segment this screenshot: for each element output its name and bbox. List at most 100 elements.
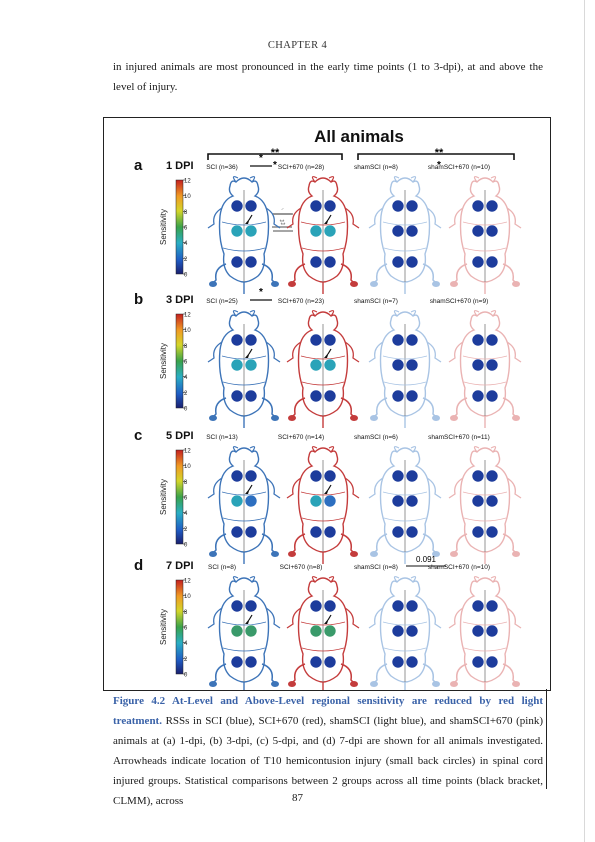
forelimb	[344, 477, 360, 499]
hindlimb	[502, 397, 520, 421]
forelimb	[286, 341, 302, 363]
hindlimb	[502, 533, 520, 557]
colorbar	[175, 313, 184, 409]
forelimb	[506, 607, 522, 629]
sensitivity-dot	[230, 199, 244, 213]
forelimb	[265, 207, 281, 229]
hindlimb	[340, 397, 358, 421]
forelimb	[448, 607, 464, 629]
sensitivity-dot	[391, 624, 405, 638]
hindlimb	[340, 263, 358, 287]
hindlimb	[209, 397, 227, 421]
sensitivity-dot	[323, 599, 337, 613]
sensitivity-dot	[244, 224, 258, 238]
paw	[209, 551, 217, 557]
rat-body-map	[207, 446, 281, 564]
page-number: 87	[292, 792, 303, 804]
sensitivity-dot	[391, 469, 405, 483]
sensitivity-dot	[485, 389, 499, 403]
rat-outline	[297, 177, 349, 283]
figure-title: All animals	[314, 127, 404, 146]
group-label: shamSCI+670 (n=9)	[430, 298, 489, 305]
hindlimb	[422, 533, 440, 557]
colorbar-tick-label: 2	[184, 391, 188, 397]
forelimb	[368, 207, 384, 229]
sensitivity-dot	[244, 525, 258, 539]
hindlimb	[370, 533, 388, 557]
panel-dpi-label: 5 DPI	[166, 430, 194, 442]
colorbar	[175, 179, 184, 275]
sensitivity-dot	[230, 255, 244, 269]
sensitivity-dot	[309, 255, 323, 269]
forelimb	[448, 477, 464, 499]
sensitivity-dot	[309, 358, 323, 372]
sensitivity-dot	[309, 389, 323, 403]
sensitivity-dot	[244, 333, 258, 347]
colorbar-tick-label: 4	[184, 641, 188, 647]
sensitivity-dot	[471, 599, 485, 613]
sensitivity-dot	[244, 255, 258, 269]
sensitivity-dot	[391, 358, 405, 372]
sensitivity-dot	[230, 494, 244, 508]
rat-body-map	[207, 310, 281, 428]
hindlimb	[450, 533, 468, 557]
forelimb	[265, 607, 281, 629]
rat-outline	[297, 577, 349, 683]
panel-c: c 5 DPI SCI (n=13) SCI+670 (n=14) shamSCI (n…	[134, 427, 522, 564]
panel-letter: b	[134, 291, 143, 308]
rat-outline	[379, 577, 431, 683]
colorbar-tick-label: 0	[184, 407, 188, 413]
sensitivity-dot	[309, 525, 323, 539]
group-label: shamSCI (n=8)	[354, 564, 398, 571]
rat-outline	[297, 447, 349, 553]
sensitivity-dot	[471, 525, 485, 539]
side-mark: **	[280, 220, 285, 226]
rat-outline	[379, 447, 431, 553]
sensitivity-dot	[309, 655, 323, 669]
bracket-left-major	[207, 153, 343, 160]
sensitivity-dot	[244, 469, 258, 483]
sensitivity-dot	[323, 525, 337, 539]
paw	[209, 415, 217, 421]
rat-body-map	[207, 576, 281, 694]
hindlimb	[288, 533, 306, 557]
sensitivity-dot	[391, 333, 405, 347]
sensitivity-dot	[405, 624, 419, 638]
forelimb	[506, 341, 522, 363]
sensitivity-dot	[323, 199, 337, 213]
colorbar-tick-label: 0	[184, 273, 188, 279]
sensitivity-dot	[391, 224, 405, 238]
paw	[432, 415, 440, 421]
sensitivity-dot	[230, 599, 244, 613]
paw	[350, 415, 358, 421]
sensitivity-dot	[485, 199, 499, 213]
forelimb	[506, 207, 522, 229]
sensitivity-dot	[405, 469, 419, 483]
colorbar-tick-label: 2	[184, 657, 188, 663]
paw	[288, 681, 296, 687]
paw	[512, 281, 520, 287]
hindlimb	[450, 397, 468, 421]
paw	[271, 415, 279, 421]
sensitivity-dot	[309, 333, 323, 347]
top-significance-brackets: ** * ** *	[207, 147, 515, 171]
intro-paragraph: in injured animals are most pronounced i…	[113, 61, 543, 93]
forelimb	[286, 207, 302, 229]
forelimb	[506, 477, 522, 499]
paw	[450, 281, 458, 287]
group-label: SCI (n=13)	[206, 434, 238, 441]
rat-body-map	[286, 176, 360, 294]
sensitivity-dot	[244, 199, 258, 213]
rat-body-map	[207, 176, 281, 294]
sensitivity-dot	[309, 224, 323, 238]
forelimb	[448, 207, 464, 229]
paw	[432, 681, 440, 687]
colorbar-tick-label: 6	[184, 226, 188, 232]
hindlimb	[209, 663, 227, 687]
panel-letter: c	[134, 427, 142, 444]
rat-outline	[459, 177, 511, 283]
hindlimb	[422, 663, 440, 687]
group-label: SCI+670 (n=23)	[278, 298, 324, 305]
hindlimb	[370, 263, 388, 287]
